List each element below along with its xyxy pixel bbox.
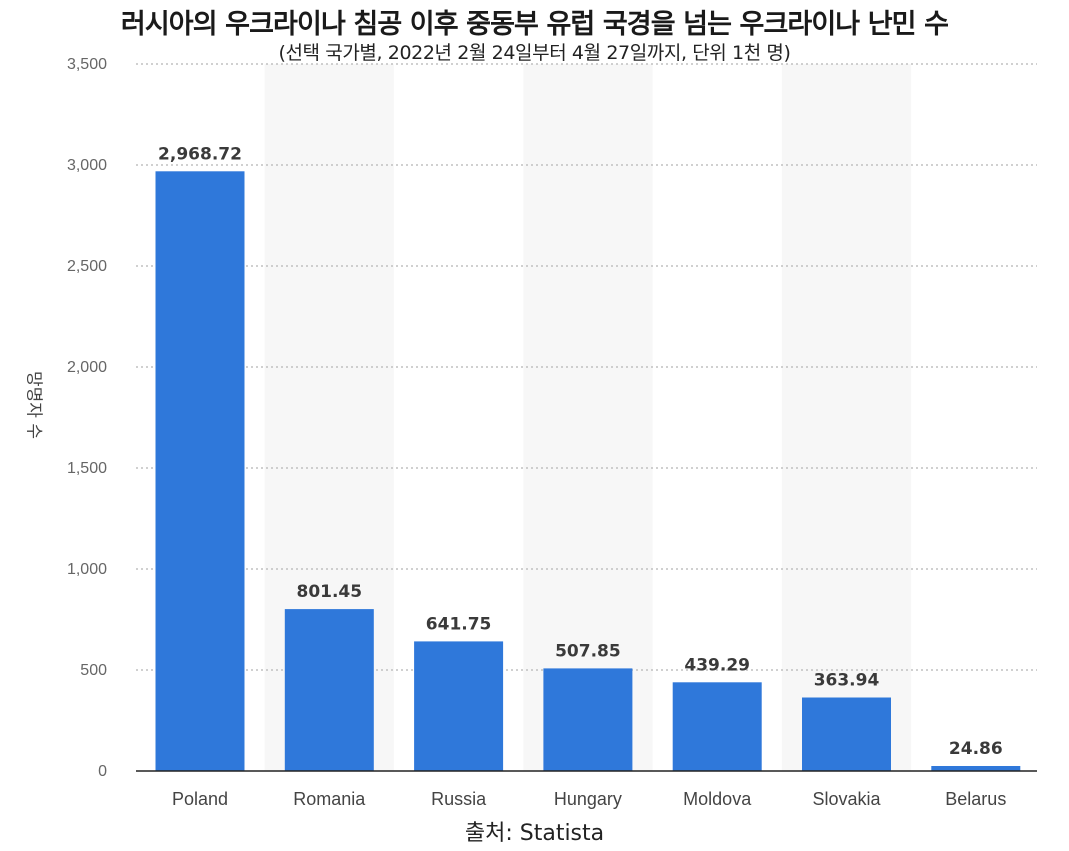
value-label: 507.85: [555, 641, 621, 661]
value-labels: 2,968.72 801.45 641.75 507.85 439.29 363.94 24…: [158, 144, 1003, 759]
value-label: 24.86: [949, 739, 1003, 759]
y-tick-label: 0: [98, 763, 107, 780]
x-axis-labels: Poland Romania Russia Hungary Moldova Slovaki…: [172, 789, 1006, 809]
y-tick-label: 3,000: [67, 157, 107, 174]
bar-russia: [414, 641, 504, 771]
y-axis-ticks: 0 500 1,000 1,500 2,000 2,500 3,000 3,500: [67, 56, 107, 780]
background-band: [523, 64, 653, 771]
value-label: 801.45: [296, 582, 362, 602]
y-tick-label: 2,000: [67, 359, 107, 376]
x-tick-label: Moldova: [683, 789, 752, 809]
value-label: 439.29: [684, 655, 750, 675]
value-label: 2,968.72: [158, 144, 242, 164]
bar-poland: [155, 171, 245, 772]
bar-hungary: [543, 668, 633, 771]
y-tick-label: 3,500: [67, 56, 107, 73]
x-tick-label: Hungary: [554, 789, 622, 809]
y-tick-label: 1,000: [67, 561, 107, 578]
source-note: 출처: Statista: [464, 821, 605, 846]
value-label: 363.94: [814, 671, 880, 691]
y-tick-label: 500: [80, 662, 107, 679]
x-tick-label: Romania: [293, 789, 366, 809]
value-label: 641.75: [426, 614, 492, 634]
bar-romania: [284, 609, 374, 771]
chart-subtitle: (선택 국가별, 2022년 2월 24일부터 4월 27일까지, 단위 1천 …: [278, 42, 791, 64]
x-tick-label: Russia: [431, 789, 487, 809]
x-tick-label: Belarus: [945, 789, 1006, 809]
y-tick-label: 1,500: [67, 460, 107, 477]
bar-moldova: [672, 682, 762, 771]
x-tick-label: Poland: [172, 789, 228, 809]
chart-title: 러시아의 우크라이나 침공 이후 중동부 유럽 국경을 넘는 우크라이나 난민 …: [120, 9, 949, 40]
bar-slovakia: [802, 697, 891, 771]
x-tick-label: Slovakia: [812, 789, 881, 809]
background-band: [781, 64, 912, 771]
bar-belarus: [931, 766, 1021, 771]
y-tick-label: 2,500: [67, 258, 107, 275]
bars: [155, 171, 1021, 772]
